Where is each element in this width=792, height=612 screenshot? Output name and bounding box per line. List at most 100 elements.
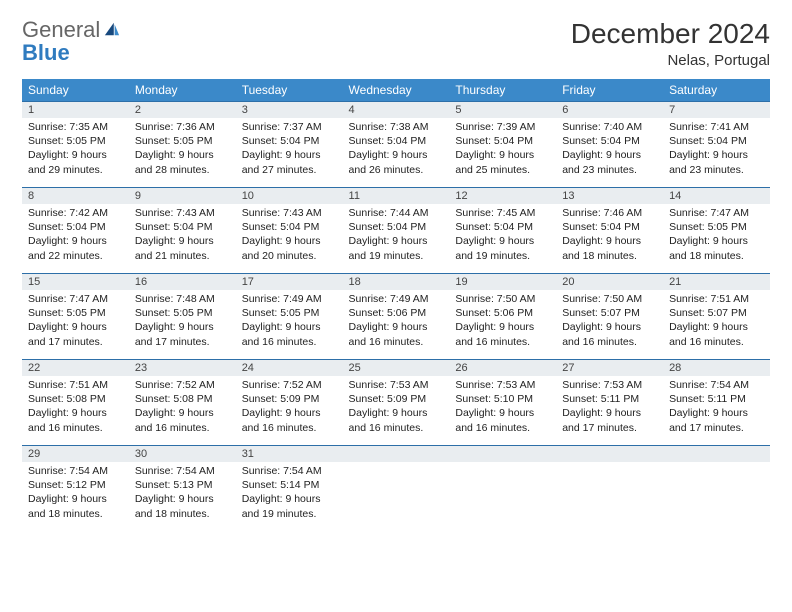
weekday-header: Monday xyxy=(129,79,236,101)
day-cell: 20Sunrise: 7:50 AMSunset: 5:07 PMDayligh… xyxy=(556,273,663,359)
day-number: 8 xyxy=(22,187,129,204)
day-cell: 14Sunrise: 7:47 AMSunset: 5:05 PMDayligh… xyxy=(663,187,770,273)
header: GeneralBlue December 2024 Nelas, Portuga… xyxy=(22,18,770,69)
day-number: 24 xyxy=(236,359,343,376)
day-number: 29 xyxy=(22,445,129,462)
day-body: Sunrise: 7:49 AMSunset: 5:05 PMDaylight:… xyxy=(236,290,343,353)
day-cell: 4Sunrise: 7:38 AMSunset: 5:04 PMDaylight… xyxy=(343,101,450,187)
day-number: 5 xyxy=(449,101,556,118)
day-cell: 5Sunrise: 7:39 AMSunset: 5:04 PMDaylight… xyxy=(449,101,556,187)
day-number: 6 xyxy=(556,101,663,118)
day-number: 12 xyxy=(449,187,556,204)
day-cell: 2Sunrise: 7:36 AMSunset: 5:05 PMDaylight… xyxy=(129,101,236,187)
day-number: 27 xyxy=(556,359,663,376)
day-cell: 19Sunrise: 7:50 AMSunset: 5:06 PMDayligh… xyxy=(449,273,556,359)
weekday-header: Friday xyxy=(556,79,663,101)
day-number: 19 xyxy=(449,273,556,290)
calendar-table: SundayMondayTuesdayWednesdayThursdayFrid… xyxy=(22,79,770,531)
day-cell: 25Sunrise: 7:53 AMSunset: 5:09 PMDayligh… xyxy=(343,359,450,445)
logo: GeneralBlue xyxy=(22,18,123,64)
day-number: 23 xyxy=(129,359,236,376)
day-cell: 18Sunrise: 7:49 AMSunset: 5:06 PMDayligh… xyxy=(343,273,450,359)
day-number: 9 xyxy=(129,187,236,204)
day-body: Sunrise: 7:43 AMSunset: 5:04 PMDaylight:… xyxy=(129,204,236,267)
weekday-header: Thursday xyxy=(449,79,556,101)
calendar-head: SundayMondayTuesdayWednesdayThursdayFrid… xyxy=(22,79,770,101)
day-cell: 27Sunrise: 7:53 AMSunset: 5:11 PMDayligh… xyxy=(556,359,663,445)
day-cell: 8Sunrise: 7:42 AMSunset: 5:04 PMDaylight… xyxy=(22,187,129,273)
day-number: 25 xyxy=(343,359,450,376)
day-number: 13 xyxy=(556,187,663,204)
day-body: Sunrise: 7:54 AMSunset: 5:12 PMDaylight:… xyxy=(22,462,129,525)
day-number-empty xyxy=(663,445,770,462)
day-cell xyxy=(556,445,663,531)
weekday-header: Wednesday xyxy=(343,79,450,101)
weekday-header: Tuesday xyxy=(236,79,343,101)
day-cell: 23Sunrise: 7:52 AMSunset: 5:08 PMDayligh… xyxy=(129,359,236,445)
day-cell: 7Sunrise: 7:41 AMSunset: 5:04 PMDaylight… xyxy=(663,101,770,187)
day-cell xyxy=(663,445,770,531)
day-cell: 29Sunrise: 7:54 AMSunset: 5:12 PMDayligh… xyxy=(22,445,129,531)
day-cell: 11Sunrise: 7:44 AMSunset: 5:04 PMDayligh… xyxy=(343,187,450,273)
day-body: Sunrise: 7:39 AMSunset: 5:04 PMDaylight:… xyxy=(449,118,556,181)
day-body: Sunrise: 7:48 AMSunset: 5:05 PMDaylight:… xyxy=(129,290,236,353)
day-body: Sunrise: 7:51 AMSunset: 5:07 PMDaylight:… xyxy=(663,290,770,353)
sail-icon xyxy=(102,18,122,41)
day-number-empty xyxy=(449,445,556,462)
day-body: Sunrise: 7:49 AMSunset: 5:06 PMDaylight:… xyxy=(343,290,450,353)
day-cell: 30Sunrise: 7:54 AMSunset: 5:13 PMDayligh… xyxy=(129,445,236,531)
day-number: 30 xyxy=(129,445,236,462)
title-block: December 2024 Nelas, Portugal xyxy=(571,18,770,69)
day-cell: 9Sunrise: 7:43 AMSunset: 5:04 PMDaylight… xyxy=(129,187,236,273)
day-number-empty xyxy=(556,445,663,462)
day-body: Sunrise: 7:53 AMSunset: 5:11 PMDaylight:… xyxy=(556,376,663,439)
day-number-empty xyxy=(343,445,450,462)
day-number: 31 xyxy=(236,445,343,462)
day-number: 26 xyxy=(449,359,556,376)
logo-text-blue: Blue xyxy=(22,40,70,65)
day-body: Sunrise: 7:37 AMSunset: 5:04 PMDaylight:… xyxy=(236,118,343,181)
day-body: Sunrise: 7:50 AMSunset: 5:07 PMDaylight:… xyxy=(556,290,663,353)
day-cell: 28Sunrise: 7:54 AMSunset: 5:11 PMDayligh… xyxy=(663,359,770,445)
day-number: 14 xyxy=(663,187,770,204)
day-body: Sunrise: 7:52 AMSunset: 5:08 PMDaylight:… xyxy=(129,376,236,439)
day-body: Sunrise: 7:51 AMSunset: 5:08 PMDaylight:… xyxy=(22,376,129,439)
day-number: 15 xyxy=(22,273,129,290)
day-cell: 15Sunrise: 7:47 AMSunset: 5:05 PMDayligh… xyxy=(22,273,129,359)
day-cell: 26Sunrise: 7:53 AMSunset: 5:10 PMDayligh… xyxy=(449,359,556,445)
day-cell: 24Sunrise: 7:52 AMSunset: 5:09 PMDayligh… xyxy=(236,359,343,445)
day-body: Sunrise: 7:54 AMSunset: 5:14 PMDaylight:… xyxy=(236,462,343,525)
day-number: 4 xyxy=(343,101,450,118)
day-cell: 17Sunrise: 7:49 AMSunset: 5:05 PMDayligh… xyxy=(236,273,343,359)
day-body: Sunrise: 7:44 AMSunset: 5:04 PMDaylight:… xyxy=(343,204,450,267)
day-body: Sunrise: 7:45 AMSunset: 5:04 PMDaylight:… xyxy=(449,204,556,267)
day-cell: 31Sunrise: 7:54 AMSunset: 5:14 PMDayligh… xyxy=(236,445,343,531)
day-body: Sunrise: 7:41 AMSunset: 5:04 PMDaylight:… xyxy=(663,118,770,181)
day-body: Sunrise: 7:36 AMSunset: 5:05 PMDaylight:… xyxy=(129,118,236,181)
day-body: Sunrise: 7:46 AMSunset: 5:04 PMDaylight:… xyxy=(556,204,663,267)
weekday-header: Sunday xyxy=(22,79,129,101)
day-cell xyxy=(343,445,450,531)
calendar-body: 1Sunrise: 7:35 AMSunset: 5:05 PMDaylight… xyxy=(22,101,770,531)
day-number: 11 xyxy=(343,187,450,204)
day-cell: 3Sunrise: 7:37 AMSunset: 5:04 PMDaylight… xyxy=(236,101,343,187)
day-body: Sunrise: 7:47 AMSunset: 5:05 PMDaylight:… xyxy=(22,290,129,353)
logo-text-general: General xyxy=(22,17,100,42)
weekday-header: Saturday xyxy=(663,79,770,101)
day-body: Sunrise: 7:43 AMSunset: 5:04 PMDaylight:… xyxy=(236,204,343,267)
day-number: 1 xyxy=(22,101,129,118)
day-number: 18 xyxy=(343,273,450,290)
day-cell: 21Sunrise: 7:51 AMSunset: 5:07 PMDayligh… xyxy=(663,273,770,359)
day-number: 28 xyxy=(663,359,770,376)
day-cell xyxy=(449,445,556,531)
day-cell: 6Sunrise: 7:40 AMSunset: 5:04 PMDaylight… xyxy=(556,101,663,187)
day-body: Sunrise: 7:47 AMSunset: 5:05 PMDaylight:… xyxy=(663,204,770,267)
day-body: Sunrise: 7:40 AMSunset: 5:04 PMDaylight:… xyxy=(556,118,663,181)
day-cell: 1Sunrise: 7:35 AMSunset: 5:05 PMDaylight… xyxy=(22,101,129,187)
day-body: Sunrise: 7:54 AMSunset: 5:11 PMDaylight:… xyxy=(663,376,770,439)
day-body: Sunrise: 7:38 AMSunset: 5:04 PMDaylight:… xyxy=(343,118,450,181)
day-body: Sunrise: 7:50 AMSunset: 5:06 PMDaylight:… xyxy=(449,290,556,353)
day-body: Sunrise: 7:35 AMSunset: 5:05 PMDaylight:… xyxy=(22,118,129,181)
day-body: Sunrise: 7:42 AMSunset: 5:04 PMDaylight:… xyxy=(22,204,129,267)
day-number: 21 xyxy=(663,273,770,290)
